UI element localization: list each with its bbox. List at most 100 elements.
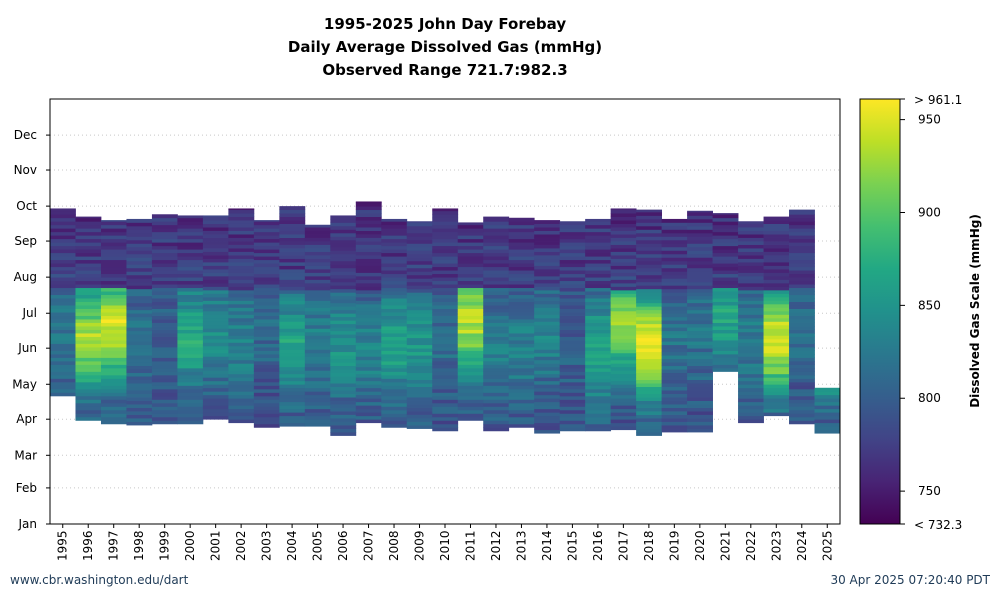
heatmap-cell [228, 213, 255, 217]
heatmap-cell [712, 217, 739, 222]
heatmap-cell [610, 349, 637, 354]
heatmap-cell [50, 266, 76, 271]
heatmap-cell [228, 398, 255, 403]
heatmap-cell [75, 371, 102, 376]
heatmap-cell [687, 400, 713, 405]
heatmap-cell [559, 336, 586, 341]
heatmap-cell [712, 343, 739, 348]
heatmap-cell [432, 322, 459, 327]
heatmap-cell [177, 277, 204, 282]
heatmap-cell [279, 314, 306, 319]
heatmap-cell [406, 302, 433, 307]
heatmap-cell [738, 384, 764, 389]
heatmap-cell [381, 235, 408, 240]
heatmap-cell [432, 231, 459, 236]
heatmap-cell [151, 385, 178, 390]
year-column-2020 [687, 210, 713, 433]
heatmap-cell [355, 201, 382, 204]
heatmap-cell [202, 269, 229, 273]
heatmap-cell [355, 384, 382, 389]
heatmap-cell [636, 397, 663, 401]
year-column-1999 [151, 214, 178, 425]
heatmap-cell [534, 324, 561, 329]
heatmap-cell [202, 220, 229, 224]
heatmap-cell [814, 398, 841, 403]
heatmap-cell [381, 402, 408, 407]
heatmap-cell [75, 364, 102, 369]
heatmap-cell [457, 347, 484, 351]
heatmap-cell [661, 348, 688, 353]
heatmap-cell [712, 214, 739, 219]
heatmap-cell [508, 224, 535, 229]
heatmap-cell [75, 360, 102, 365]
heatmap-cell [406, 222, 433, 227]
heatmap-cell [432, 252, 459, 257]
heatmap-cell [304, 227, 331, 231]
heatmap-cell [202, 282, 229, 287]
heatmap-cell [279, 324, 306, 329]
heatmap-cell [406, 358, 433, 363]
heatmap-cell [406, 236, 433, 241]
heatmap-cell [712, 273, 739, 278]
heatmap-cell [763, 227, 790, 231]
heatmap-cell [457, 402, 484, 407]
heatmap-cell [381, 273, 408, 278]
heatmap-cell [508, 231, 535, 236]
heatmap-cell [330, 215, 357, 220]
heatmap-cell [636, 376, 663, 381]
heatmap-cell [330, 365, 357, 370]
heatmap-cell [687, 309, 713, 314]
heatmap-cell [126, 253, 153, 258]
heatmap-cell [126, 222, 153, 227]
heatmap-cell [585, 357, 612, 362]
heatmap-cell [50, 210, 76, 215]
heatmap-cell [636, 243, 663, 248]
heatmap-cell [202, 310, 229, 315]
heatmap-cell [381, 242, 408, 247]
heatmap-cell [253, 360, 280, 365]
heatmap-cell [177, 354, 204, 358]
heatmap-cell [534, 234, 561, 238]
heatmap-cell [508, 350, 535, 355]
heatmap-cell [534, 363, 561, 368]
heatmap-cell [763, 241, 790, 245]
heatmap-cell [712, 213, 739, 215]
heatmap-cell [177, 329, 204, 334]
heatmap-cell [177, 360, 204, 365]
heatmap-cell [559, 308, 586, 313]
heatmap-cell [610, 293, 637, 298]
heatmap-cell [228, 384, 255, 389]
x-axis: 1995 1996 1997 1998 1999 2000 2001 2002 2003 2004… [56, 524, 834, 561]
heatmap-cell [559, 238, 586, 243]
heatmap-cell [661, 414, 688, 419]
heatmap-cell [330, 316, 357, 321]
heatmap-cell [534, 282, 561, 287]
year-column-2022 [738, 221, 764, 424]
heatmap-cell [534, 241, 561, 245]
heatmap-cell [406, 225, 433, 230]
heatmap-cell [279, 384, 306, 389]
heatmap-cell [355, 262, 382, 266]
heatmap-cell [75, 287, 102, 292]
heatmap-cell [50, 242, 76, 247]
heatmap-cell [483, 395, 510, 400]
heatmap-cell [279, 209, 306, 214]
heatmap-cell [585, 416, 612, 421]
heatmap-cell [50, 277, 76, 282]
heatmap-cell [585, 385, 612, 390]
heatmap-cell [202, 314, 229, 319]
heatmap-cell [610, 282, 637, 287]
heatmap-cell [355, 209, 382, 214]
heatmap-cell [457, 256, 484, 261]
heatmap-cell [151, 326, 178, 330]
y-tick-label: Jul [22, 306, 37, 320]
heatmap-cell [508, 235, 535, 240]
heatmap-cell [100, 333, 127, 337]
heatmap-cell [381, 423, 408, 428]
heatmap-cell [457, 336, 484, 341]
heatmap-cell [457, 360, 484, 365]
heatmap-cell [559, 319, 586, 323]
y-tick-label: Feb [16, 481, 37, 495]
heatmap-cell [814, 391, 841, 396]
